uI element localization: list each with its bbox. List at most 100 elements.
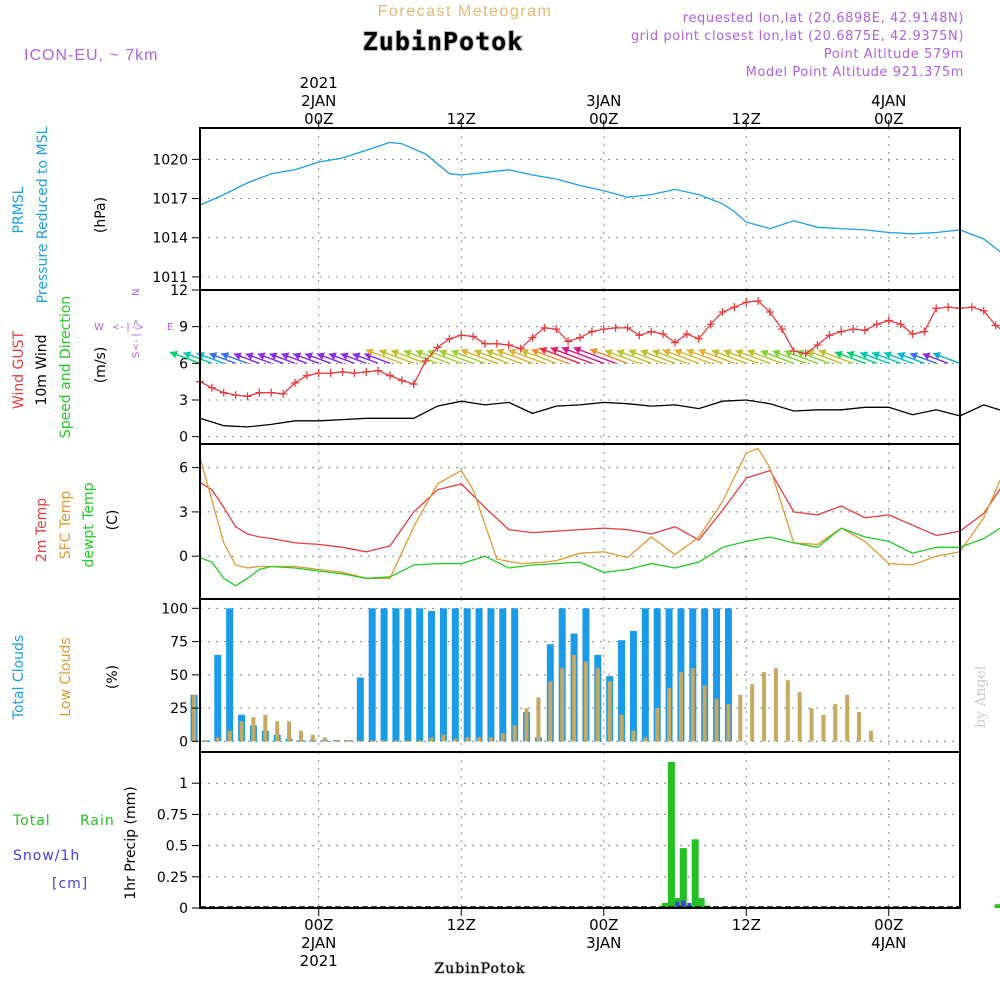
pressure-label-msl: Pressure Reduced to MSL — [35, 126, 51, 303]
gust-marker — [243, 392, 252, 401]
wind-arrow-head — [183, 351, 192, 359]
wind-arrow-head — [439, 349, 448, 357]
wind-arrow-head — [573, 346, 582, 354]
wind-ytick-label: 3 — [179, 393, 188, 409]
precip-frame — [199, 751, 961, 909]
wind-arrow-head — [460, 348, 469, 357]
top-xtick-label: 2021 — [300, 74, 338, 92]
gust-marker — [671, 338, 679, 347]
gust-marker — [504, 341, 513, 349]
wind-arrow-head — [735, 349, 744, 357]
low-cloud-bar — [370, 740, 375, 742]
low-cloud-bar — [429, 737, 434, 742]
gust-marker — [540, 323, 549, 332]
temp-ytick-label: 3 — [179, 505, 188, 521]
wind-arrow-head — [883, 351, 892, 359]
total-cloud-bar — [214, 654, 222, 742]
total-cloud-bar — [428, 610, 436, 742]
gust-marker — [861, 326, 869, 335]
snow-bar — [687, 903, 692, 908]
gust-marker — [409, 380, 418, 389]
top-xtick-label: 12Z — [732, 110, 761, 128]
wind-label-direction: Speed and Direction — [58, 296, 74, 438]
rain-bar — [697, 898, 705, 908]
wind-arrow-head — [233, 352, 242, 361]
total-cloud-bar — [226, 608, 234, 742]
wind-ytick-label: 9 — [179, 320, 188, 336]
gust-marker — [457, 331, 466, 340]
t2m-line — [199, 469, 1000, 553]
low-cloud-bar — [358, 740, 363, 742]
low-cloud-bar — [714, 698, 719, 742]
low-cloud-bar — [726, 704, 731, 742]
low-cloud-bar — [548, 681, 553, 742]
wind-arrow-head — [293, 352, 302, 361]
pressure-line — [199, 141, 1000, 253]
low-cloud-bar — [453, 738, 458, 742]
total-cloud-bar — [511, 608, 519, 742]
precip-label-total: Total — [12, 813, 51, 829]
gust-marker — [374, 366, 383, 375]
total-cloud-bar — [380, 608, 388, 742]
low-cloud-bar — [251, 717, 256, 742]
wind-arrow-head — [496, 348, 505, 357]
dewpt-line — [199, 527, 1000, 587]
station-title: ZubinPotok — [363, 27, 524, 56]
gust-marker — [837, 327, 846, 336]
wind-arrow-head — [415, 349, 424, 357]
precip-label-snow: Snow/1h — [13, 848, 80, 864]
gust-marker — [469, 332, 478, 341]
pressure-frame — [199, 127, 961, 291]
rain-bar — [994, 904, 1000, 908]
gust-marker — [754, 297, 763, 305]
total-cloud-bar — [463, 608, 471, 742]
wind-arrow-head — [352, 352, 361, 361]
gust-marker — [433, 343, 442, 352]
low-cloud-bar — [405, 740, 410, 742]
low-cloud-bar — [738, 694, 743, 742]
model-altitude: Model Point Altitude 921.375m — [746, 65, 964, 80]
low-cloud-bar — [750, 684, 755, 742]
wind-arrow-head — [316, 352, 325, 361]
temp-label-sfc: SFC Temp — [58, 491, 74, 560]
wind-arrow-head — [531, 348, 540, 356]
total-cloud-bar — [665, 608, 673, 742]
rain-bar — [662, 903, 669, 908]
low-cloud-bar — [524, 708, 529, 742]
gust-marker — [445, 334, 454, 343]
top-xtick-label: 2JAN — [301, 92, 336, 110]
gust-marker — [528, 333, 537, 342]
gust-marker — [350, 369, 359, 378]
wind-arrow-head — [818, 349, 827, 357]
cloud-label-low: Low Clouds — [58, 637, 74, 716]
wind-label-10m: 10m Wind — [34, 334, 50, 405]
low-cloud-bar — [857, 712, 862, 742]
gust-marker — [481, 339, 489, 348]
gust-marker — [659, 330, 668, 338]
wind-arrow-head — [391, 349, 400, 357]
top-xtick-label: 12Z — [447, 110, 476, 128]
compass-e: E — [167, 322, 173, 333]
precip-ytick-label: 1 — [179, 776, 188, 792]
gust-marker — [623, 323, 632, 332]
low-cloud-bar — [227, 730, 232, 742]
wind-arrow-head — [698, 348, 707, 357]
wind-arrow-head — [589, 348, 598, 356]
top-xtick-label: 4JAN — [871, 92, 906, 110]
gust-marker — [255, 388, 264, 397]
low-cloud-bar — [441, 734, 446, 742]
wind-arrow-head — [909, 352, 918, 360]
gust-marker — [706, 320, 715, 329]
gust-marker — [302, 371, 311, 380]
low-cloud-bar — [382, 740, 387, 742]
total-cloud-bar — [451, 608, 459, 742]
gust-marker — [647, 327, 656, 336]
total-cloud-bar — [701, 608, 709, 742]
low-cloud-bar — [500, 733, 505, 742]
clouds-ytick-label: 0 — [179, 734, 188, 750]
wind-arrow-head — [474, 349, 483, 357]
wind-arrow-head — [723, 349, 732, 357]
gust-marker — [207, 383, 216, 392]
requested-coords: requested lon,lat (20.6898E, 42.9148N) — [683, 11, 964, 26]
gust-marker — [362, 367, 371, 376]
